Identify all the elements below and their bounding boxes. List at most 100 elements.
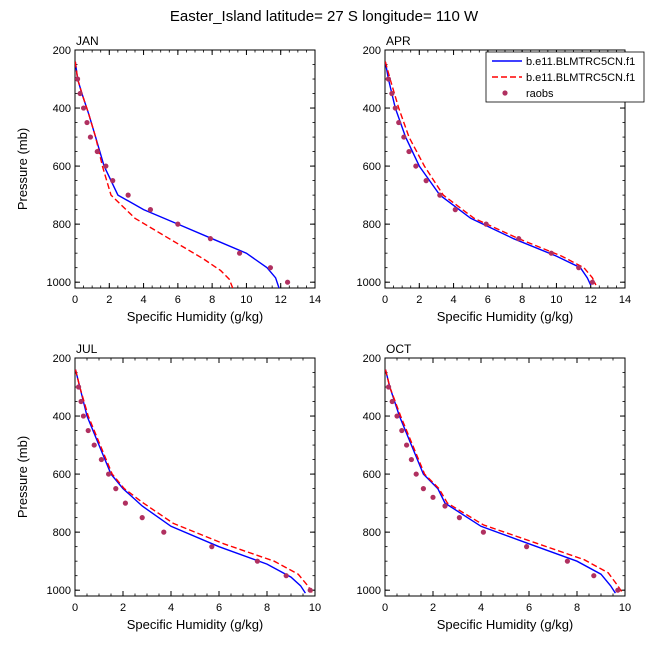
model-line-dashed	[385, 369, 624, 594]
x-tick-label: 0	[382, 602, 388, 614]
raobs-point	[125, 192, 131, 198]
model-line-dashed	[75, 61, 234, 288]
x-tick-label: 0	[72, 602, 78, 614]
raobs-point	[254, 558, 260, 564]
y-tick-label: 800	[53, 527, 71, 539]
y-tick-label: 800	[53, 219, 71, 231]
model-line-dashed	[385, 61, 597, 286]
raobs-point	[442, 503, 448, 509]
raobs-point	[413, 163, 419, 169]
raobs-point	[283, 573, 289, 579]
raobs-point	[76, 384, 82, 390]
y-tick-label: 200	[53, 353, 71, 365]
x-tick-label: 8	[574, 602, 580, 614]
raobs-point	[396, 119, 402, 126]
x-tick-label: 4	[451, 294, 457, 306]
raobs-point	[401, 134, 407, 140]
data-layer	[75, 61, 291, 288]
raobs-point	[406, 148, 412, 155]
legend-label: b.e11.BLMTRC5CN.f1	[526, 72, 635, 84]
raobs-point	[77, 90, 83, 97]
raobs-point	[389, 90, 395, 97]
raobs-point	[284, 279, 291, 285]
x-axis-label: Specific Humidity (g/kg)	[127, 309, 264, 324]
x-tick-label: 10	[240, 294, 252, 306]
data-layer	[75, 369, 314, 594]
raobs-point	[452, 207, 458, 213]
y-tick-label: 400	[53, 103, 71, 115]
x-tick-label: 10	[309, 602, 321, 614]
raobs-point	[385, 76, 392, 82]
data-layer	[385, 61, 597, 286]
raobs-point	[110, 178, 116, 184]
x-tick-label: 12	[585, 294, 597, 306]
panel-label: APR	[386, 34, 411, 48]
x-axis-label: Specific Humidity (g/kg)	[437, 309, 574, 324]
y-tick-label: 200	[53, 45, 71, 57]
x-tick-label: 0	[382, 294, 388, 306]
panel-label: JAN	[76, 34, 99, 48]
raobs-point	[80, 105, 87, 111]
plot-frame	[74, 357, 316, 597]
raobs-point	[483, 221, 489, 227]
raobs-point	[591, 573, 597, 579]
y-tick-label: 1000	[357, 277, 381, 289]
raobs-point	[103, 163, 109, 169]
legend: b.e11.BLMTRC5CN.f1 b.e11.BLMTRC5CN.f1 raob…	[485, 51, 645, 103]
raobs-point	[589, 279, 596, 285]
raobs-point	[113, 486, 119, 492]
raobs-point	[139, 515, 145, 521]
x-tick-label: 4	[141, 294, 147, 306]
y-tick-label: 200	[363, 45, 381, 57]
y-tick-label: 600	[53, 161, 71, 173]
x-axis-label: Specific Humidity (g/kg)	[437, 617, 574, 632]
legend-label: b.e11.BLMTRC5CN.f1	[526, 56, 635, 68]
raobs-point	[147, 207, 154, 213]
x-tick-label: 6	[485, 294, 491, 306]
model-line-solid	[75, 61, 280, 288]
y-tick-label: 400	[363, 103, 381, 115]
x-tick-label: 14	[619, 294, 631, 306]
raobs-point	[389, 398, 395, 405]
raobs-point	[78, 398, 84, 405]
raobs-point	[564, 558, 571, 564]
raobs-point	[106, 471, 112, 477]
raobs-point	[236, 250, 243, 256]
x-tick-label: 6	[526, 602, 532, 614]
y-tick-label: 600	[53, 469, 71, 481]
raobs-point	[576, 265, 582, 271]
model-line-dashed	[75, 369, 314, 594]
raobs-point	[175, 221, 181, 227]
raobs-point	[516, 236, 522, 242]
y-tick-label: 1000	[47, 585, 71, 597]
chart-panel-jan: JAN 0 2 4 6 8 10 12 14 200 400 600 800 1000 Specific H…	[15, 34, 321, 324]
raobs-point	[207, 236, 214, 242]
raobs-point	[87, 134, 94, 140]
raobs-point	[75, 76, 81, 82]
y-tick-label: 600	[363, 469, 381, 481]
raobs-point	[423, 178, 429, 184]
x-tick-label: 8	[519, 294, 525, 306]
legend-label: raobs	[526, 88, 554, 100]
raobs-point	[267, 265, 274, 271]
raobs-point	[94, 148, 100, 155]
chart-panel-oct: OCT 0 2 4 6 8 10 200 400 600 800 1000 Specific Humid…	[357, 342, 632, 632]
y-tick-label: 200	[363, 353, 381, 365]
data-layer	[385, 369, 624, 594]
x-tick-label: 2	[120, 602, 126, 614]
legend-marker	[502, 90, 508, 96]
x-tick-label: 10	[550, 294, 562, 306]
x-tick-label: 8	[264, 602, 270, 614]
x-tick-label: 4	[478, 602, 484, 614]
x-tick-label: 6	[216, 602, 222, 614]
raobs-point	[307, 587, 313, 593]
raobs-point	[480, 529, 486, 535]
y-tick-label: 1000	[357, 585, 381, 597]
y-tick-label: 600	[363, 161, 381, 173]
raobs-point	[524, 544, 530, 550]
x-tick-label: 2	[106, 294, 112, 306]
raobs-point	[392, 105, 398, 111]
y-tick-label: 1000	[47, 277, 71, 289]
chart-panel-jul: JUL 0 2 4 6 8 10 200 400 600 800 1000 Specific Humid…	[15, 342, 321, 632]
